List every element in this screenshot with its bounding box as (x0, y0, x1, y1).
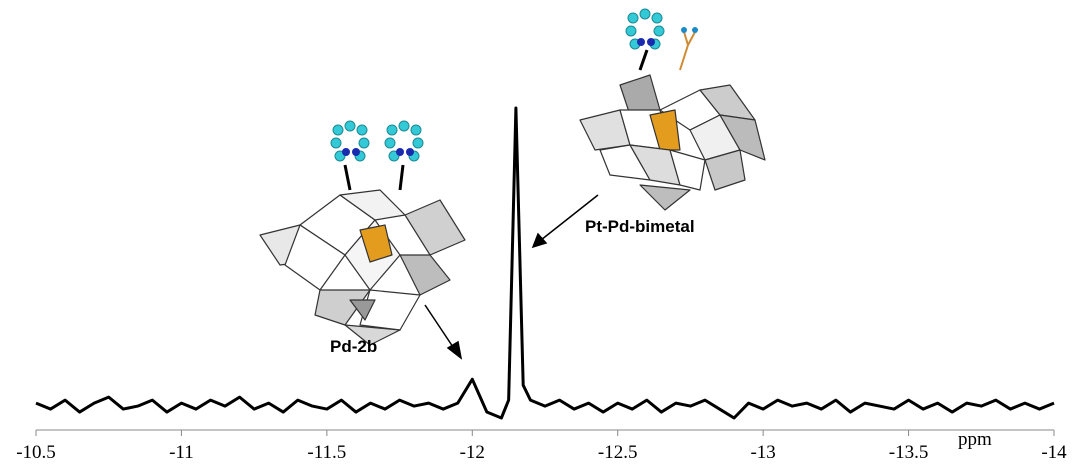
pd-2b-structure (259, 120, 466, 346)
x-tick-label: -11.5 (307, 442, 346, 463)
x-tick-label: -14 (1041, 442, 1067, 463)
x-tick-label: -10.5 (16, 442, 56, 463)
x-tick-label: -13.5 (889, 442, 929, 463)
arrows (424, 194, 599, 360)
annotation: Pt-Pd-bimetal (585, 217, 695, 236)
x-tick-label: -12 (460, 442, 485, 463)
x-axis-label: ppm (958, 429, 992, 450)
annotation: Pd-2b (330, 337, 377, 356)
x-tick-label: -13 (750, 442, 775, 463)
pt-pd-structure (579, 8, 766, 211)
spectrum-line (35, 106, 1055, 420)
x-tick-label: -11 (169, 442, 194, 463)
x-tick-label: -12.5 (598, 442, 638, 463)
